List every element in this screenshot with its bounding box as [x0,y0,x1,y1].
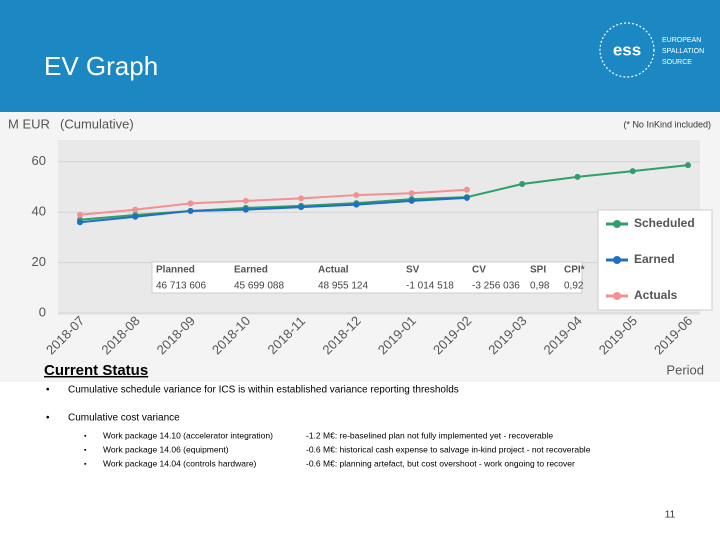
y-axis-note: (Cumulative) [60,116,134,131]
point [242,206,249,213]
point [463,194,470,201]
legend-label: Actuals [634,288,678,302]
table-header: Earned [234,265,268,276]
table-cell: -3 256 036 [472,281,520,292]
point [463,186,470,193]
bullet: • [46,413,50,424]
logo-mark: ess [613,40,641,59]
sub-bullet: ▪ [84,461,87,468]
legend-marker [613,220,621,228]
table-header: SV [406,265,420,276]
point [629,168,636,175]
point [298,204,305,211]
table-cell: 45 699 088 [234,281,284,292]
point [187,207,194,214]
point [519,180,526,187]
bullet-text: Cumulative cost variance [68,413,180,424]
point [574,173,581,180]
sub-item: Work package 14.06 (equipment) [103,444,229,454]
sub-note: -0.6 M€: planning artefact, but cost ove… [306,458,575,468]
y-axis-label: M EUR [8,116,50,131]
table-box [151,261,583,294]
sub-note: -1.2 M€: re-baselined plan not fully imp… [306,430,553,440]
sub-bullet: ▪ [84,433,87,440]
table-header: Planned [156,265,195,276]
chart-note: (* No InKind included) [623,119,711,129]
bullet: • [46,385,50,396]
point [298,195,305,202]
series-line [79,196,467,224]
header-band [0,0,720,112]
sub-note: -0.6 M€: historical cash expense to salv… [306,444,591,454]
x-axis-label: Period [666,362,704,377]
sub-item: Work package 14.10 (accelerator integrat… [103,430,273,440]
point [187,200,194,207]
point [77,211,83,218]
point [685,162,691,169]
table-cell: 0,98 [530,281,550,292]
sub-item: Work package 14.04 (controls hardware) [103,458,257,468]
point [408,197,415,204]
logo-text: SPALLATION [662,48,704,55]
point [353,201,360,208]
slide-title: EV Graph [44,51,158,81]
logo-text: SOURCE [662,59,692,66]
status-heading: Current Status [44,362,148,379]
point [132,206,139,213]
bullet-text: Cumulative schedule variance for ICS is … [68,385,459,396]
table-cell: -1 014 518 [406,281,454,292]
legend-label: Earned [634,252,675,266]
y-tick-label: 0 [39,304,46,319]
point [408,190,415,197]
legend-marker [613,256,621,264]
point [242,197,249,204]
legend-marker [613,292,621,300]
table-cell: 0,92 [564,281,584,292]
point [132,213,139,220]
table-cell: 48 955 124 [318,281,368,292]
status-list: • Cumulative schedule variance for ICS is… [46,385,591,469]
page-number: 11 [665,510,676,521]
table-header: CV [472,265,486,276]
series-line [79,188,467,216]
y-tick-label: 40 [32,204,46,219]
table-cell: 46 713 606 [156,281,206,292]
table-header: SPI [530,265,546,276]
y-tick-label: 60 [32,153,46,168]
y-tick-label: 20 [32,254,46,269]
point [77,219,83,226]
table-header: Actual [318,265,349,276]
logo-ring [599,22,655,78]
legend-label: Scheduled [634,216,695,230]
sub-bullet: ▪ [84,447,87,454]
point [353,192,360,199]
table-header: CPI* [564,265,585,276]
logo-text: EUROPEAN [662,37,701,44]
